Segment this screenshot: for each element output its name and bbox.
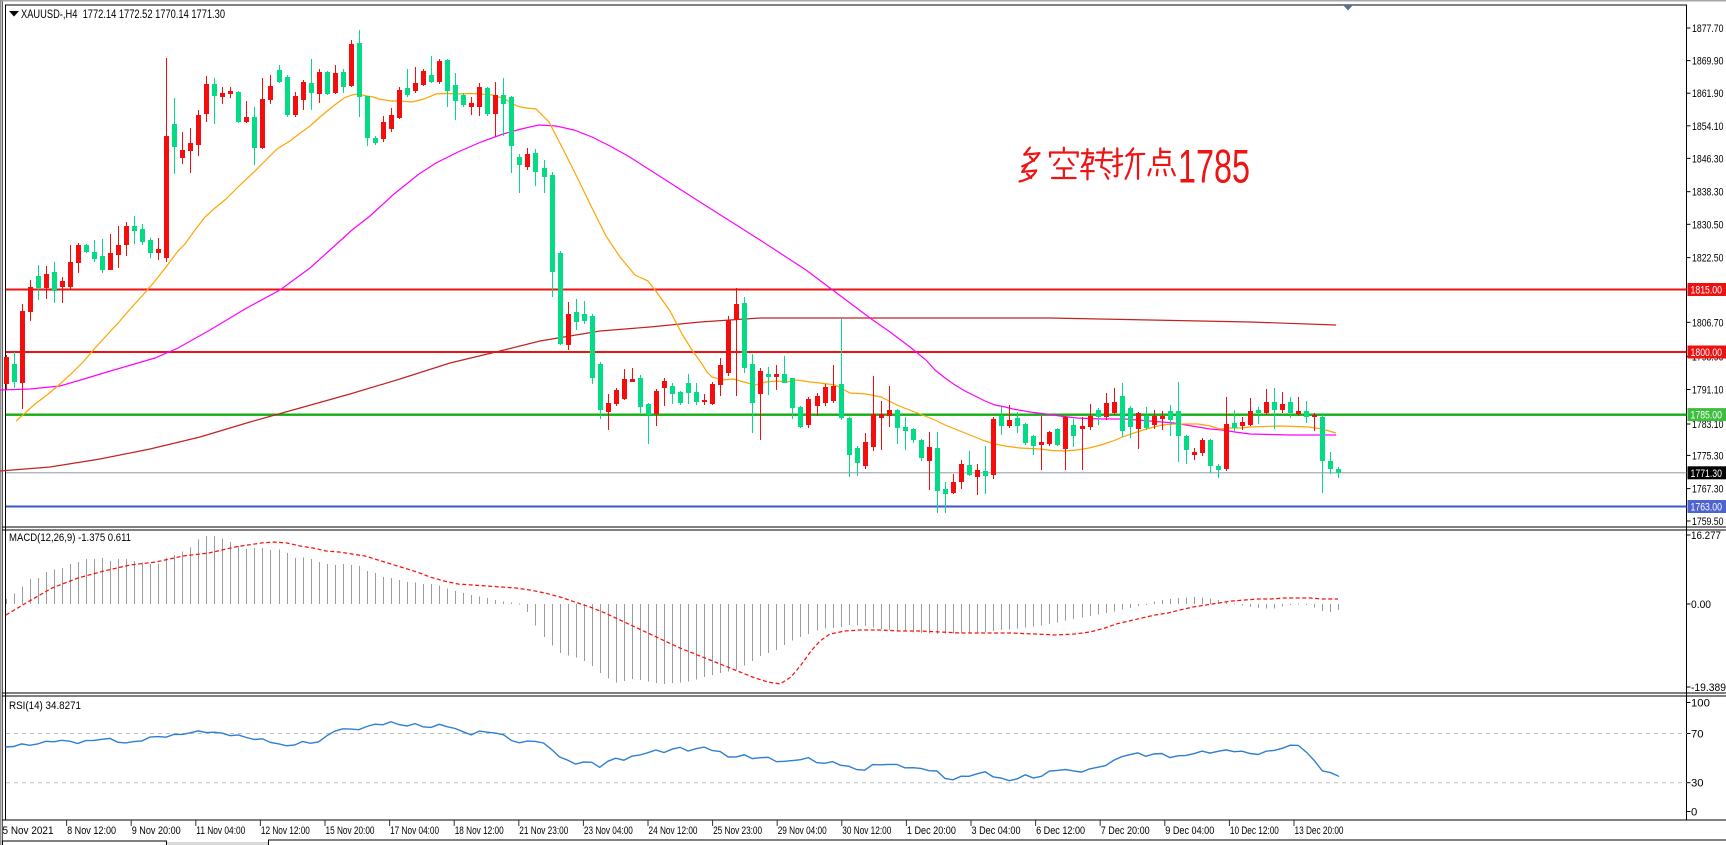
svg-text:6 Dec 12:00: 6 Dec 12:00 <box>1036 825 1085 837</box>
svg-text:10 Dec 12:00: 10 Dec 12:00 <box>1230 825 1279 837</box>
svg-text:1800.00: 1800.00 <box>1691 347 1723 359</box>
svg-text:RSI(14) 34.8271: RSI(14) 34.8271 <box>9 700 81 712</box>
svg-text:3 Dec 04:00: 3 Dec 04:00 <box>972 825 1021 837</box>
svg-text:0: 0 <box>1691 807 1697 819</box>
svg-text:1763.00: 1763.00 <box>1691 502 1723 514</box>
svg-text:1785.00: 1785.00 <box>1691 410 1723 422</box>
svg-text:1775.30: 1775.30 <box>1692 450 1724 462</box>
svg-text:1785: 1785 <box>1178 140 1250 193</box>
svg-text:24 Nov 12:00: 24 Nov 12:00 <box>649 825 698 837</box>
svg-text:100: 100 <box>1691 698 1710 710</box>
svg-text:13 Dec 20:00: 13 Dec 20:00 <box>1295 825 1344 837</box>
svg-text:1830.50: 1830.50 <box>1692 219 1724 231</box>
svg-text:1846.30: 1846.30 <box>1692 153 1724 165</box>
svg-text:1771.30: 1771.30 <box>1691 468 1723 480</box>
svg-text:-19.389: -19.389 <box>1691 682 1726 694</box>
svg-text:16.277: 16.277 <box>1691 530 1721 542</box>
svg-text:MACD(12,26,9) -1.375 0.611: MACD(12,26,9) -1.375 0.611 <box>9 532 131 544</box>
svg-text:1 Dec 20:00: 1 Dec 20:00 <box>907 825 956 837</box>
svg-text:8 Nov 12:00: 8 Nov 12:00 <box>67 825 116 837</box>
svg-text:18 Nov 12:00: 18 Nov 12:00 <box>455 825 504 837</box>
svg-text:30: 30 <box>1691 778 1704 790</box>
svg-text:1869.90: 1869.90 <box>1692 56 1724 68</box>
svg-text:1815.00: 1815.00 <box>1691 285 1723 297</box>
svg-text:1861.90: 1861.90 <box>1692 88 1724 100</box>
svg-text:1806.70: 1806.70 <box>1692 317 1724 329</box>
svg-text:17 Nov 04:00: 17 Nov 04:00 <box>390 825 439 837</box>
svg-text:12 Nov 12:00: 12 Nov 12:00 <box>261 825 310 837</box>
svg-text:30 Nov 12:00: 30 Nov 12:00 <box>842 825 891 837</box>
svg-text:1877.70: 1877.70 <box>1692 23 1724 35</box>
svg-text:29 Nov 04:00: 29 Nov 04:00 <box>778 825 827 837</box>
svg-text:XAUUSD-,H4 1772.14 1772.52 17: XAUUSD-,H4 1772.14 1772.52 1770.14 1771.… <box>21 7 225 21</box>
svg-text:1783.10: 1783.10 <box>1692 419 1724 431</box>
svg-text:70: 70 <box>1691 729 1704 741</box>
svg-text:7 Dec 20:00: 7 Dec 20:00 <box>1101 825 1150 837</box>
svg-text:15 Nov 20:00: 15 Nov 20:00 <box>326 825 375 837</box>
svg-text:1759.50: 1759.50 <box>1692 516 1724 528</box>
svg-text:9 Dec 04:00: 9 Dec 04:00 <box>1165 825 1214 837</box>
svg-text:9 Nov 20:00: 9 Nov 20:00 <box>132 825 181 837</box>
svg-text:1838.30: 1838.30 <box>1692 187 1724 199</box>
svg-text:25 Nov 23:00: 25 Nov 23:00 <box>713 825 762 837</box>
svg-text:23 Nov 04:00: 23 Nov 04:00 <box>584 825 633 837</box>
svg-text:11 Nov 04:00: 11 Nov 04:00 <box>196 825 245 837</box>
svg-text:1767.30: 1767.30 <box>1692 484 1724 496</box>
svg-text:1822.50: 1822.50 <box>1692 253 1724 265</box>
svg-text:1854.10: 1854.10 <box>1692 121 1724 133</box>
svg-text:1791.10: 1791.10 <box>1692 385 1724 397</box>
svg-text:5 Nov 2021: 5 Nov 2021 <box>3 825 54 837</box>
svg-text:21 Nov 23:00: 21 Nov 23:00 <box>519 825 568 837</box>
svg-text:0.00: 0.00 <box>1691 599 1711 611</box>
